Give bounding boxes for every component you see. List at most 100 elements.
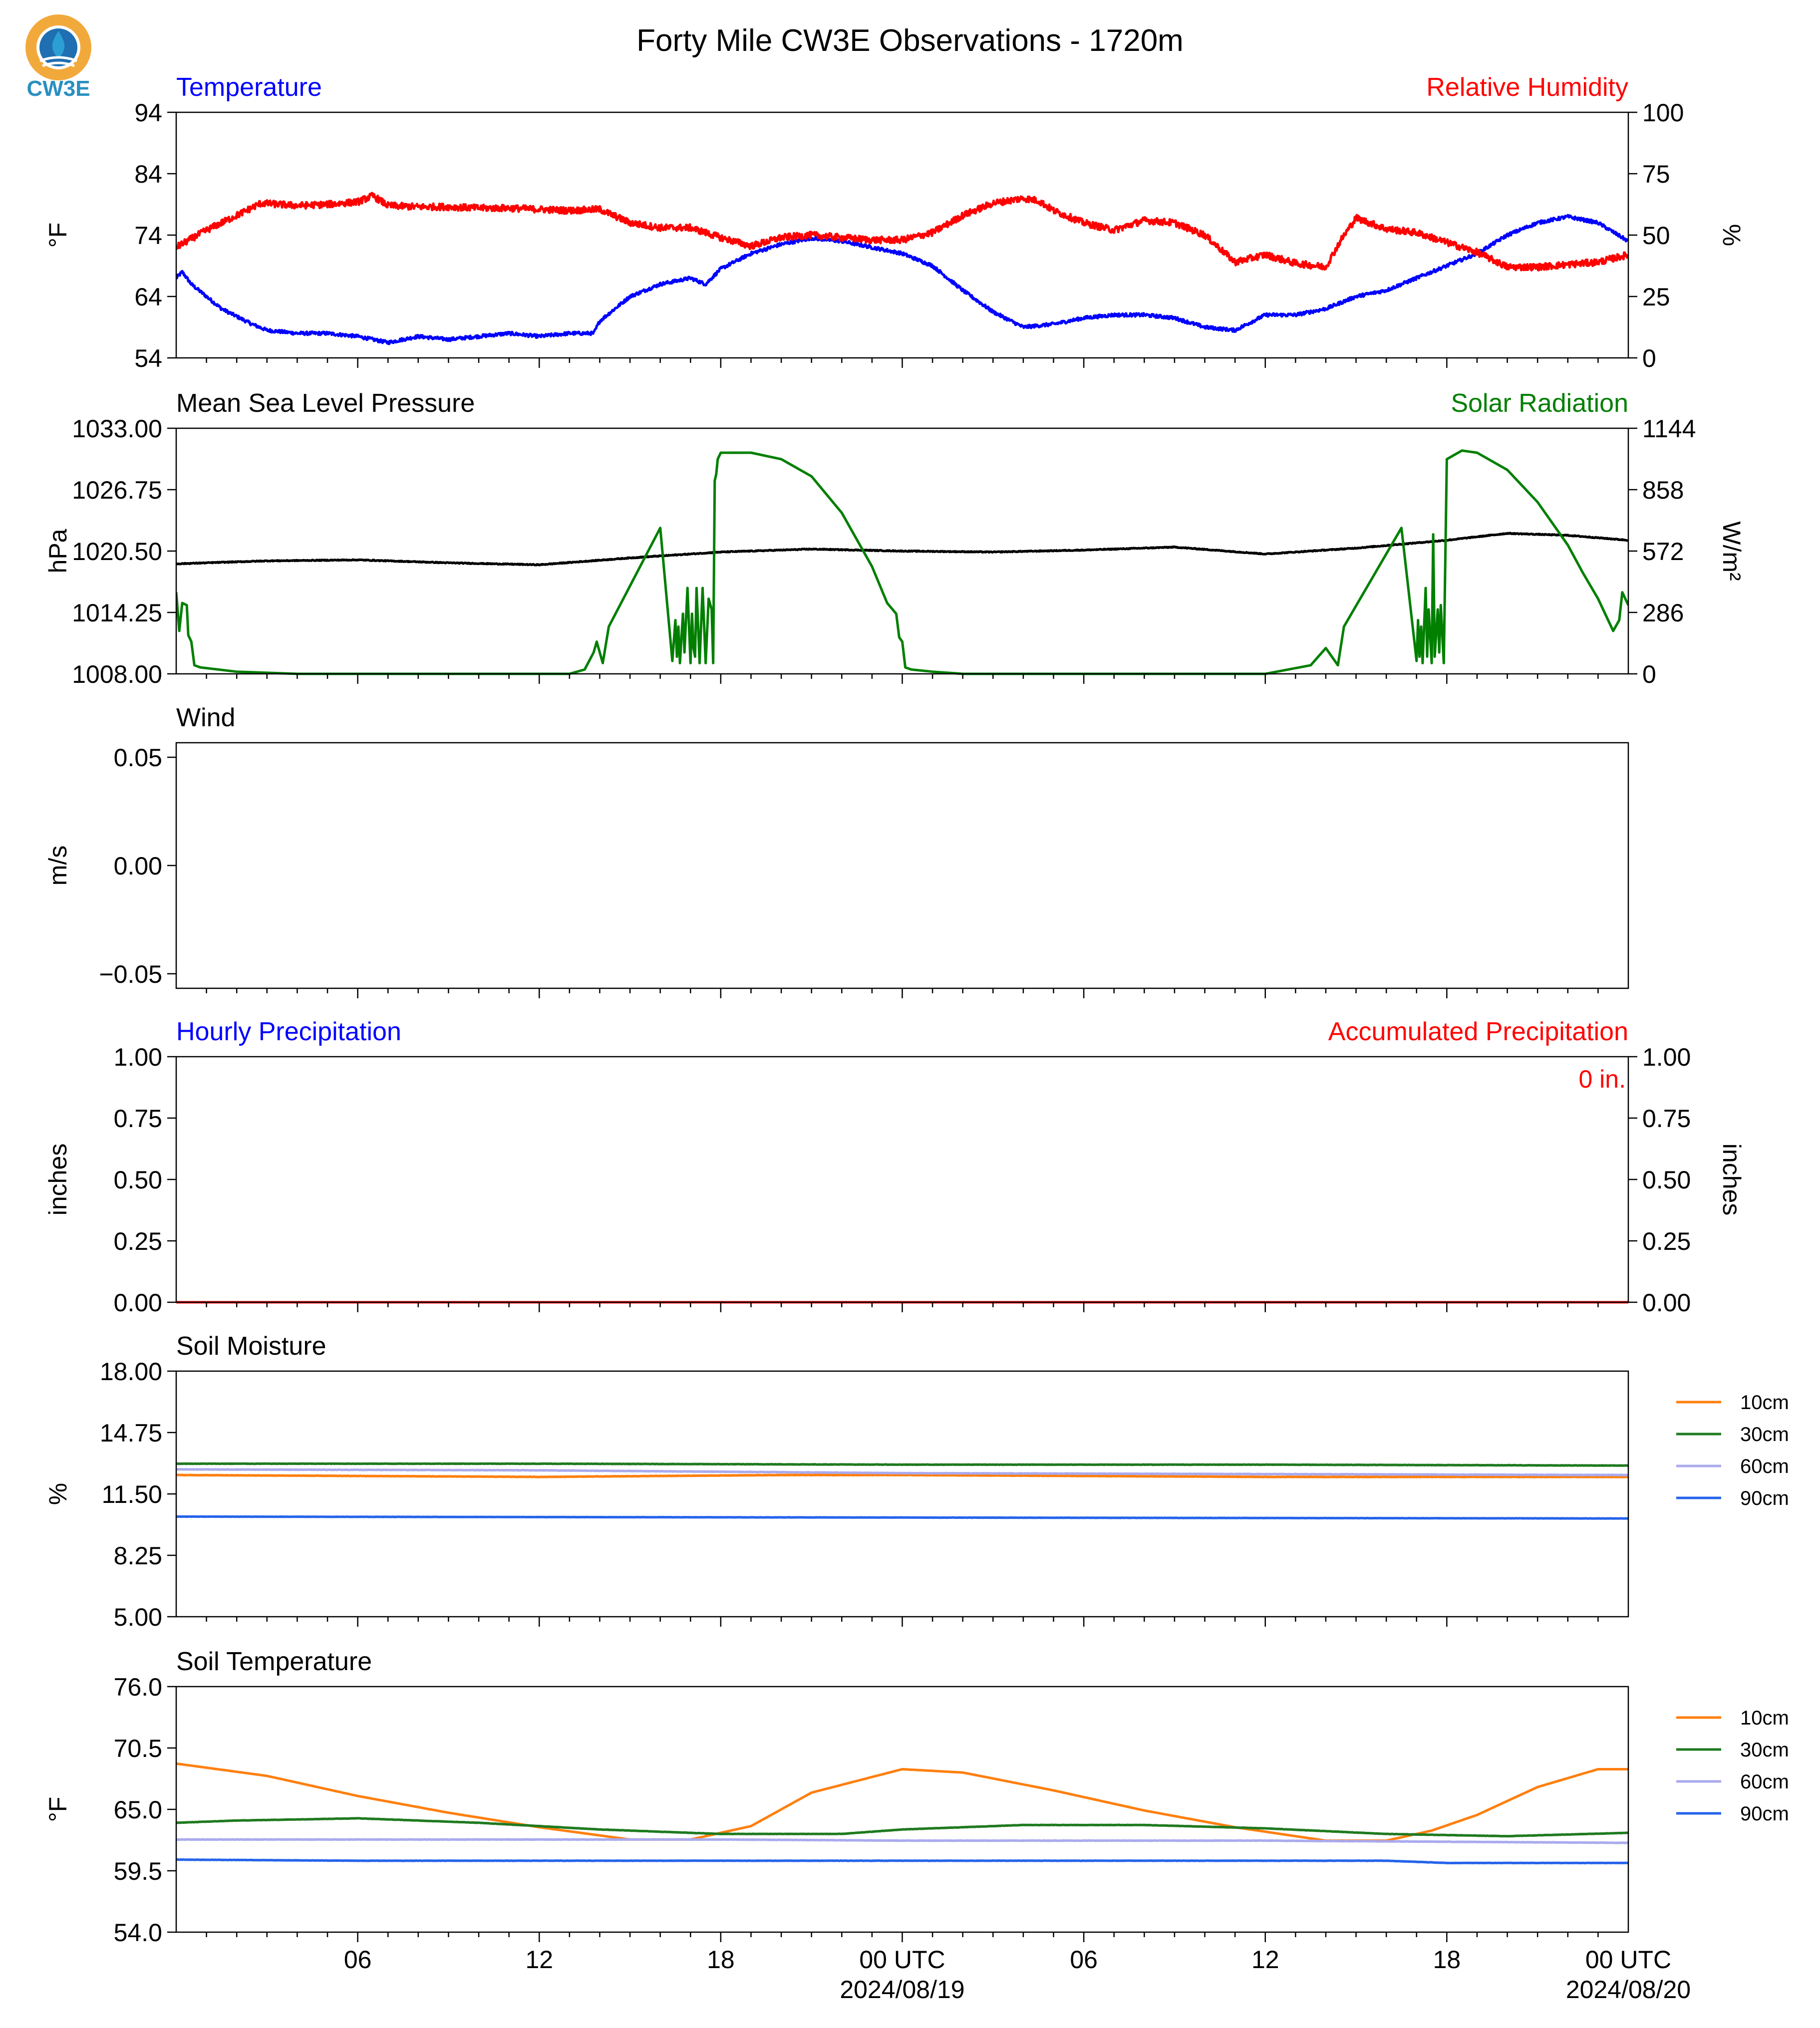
y-axis-label: m/s <box>44 846 72 886</box>
y-tick-label: 64 <box>134 283 162 311</box>
series-line-30cm <box>176 1817 1628 1838</box>
panel-title-left: Hourly Precipitation <box>176 1017 401 1046</box>
y-right-tick-label: 572 <box>1642 538 1684 566</box>
y-right-tick-label: 100 <box>1642 99 1684 127</box>
x-tick-label: 06 <box>344 1946 372 1974</box>
x-date-label: 2024/08/19 <box>840 1976 964 2004</box>
panel-series <box>176 192 1628 345</box>
y-tick-label: 54 <box>134 344 162 372</box>
figure-title: Forty Mile CW3E Observations - 1720m <box>636 23 1184 58</box>
y-tick-label: 0.25 <box>114 1227 162 1255</box>
x-tick-label: 12 <box>1251 1946 1279 1974</box>
y-right-tick-label: 0.75 <box>1642 1105 1691 1133</box>
panel-title-left: Soil Moisture <box>176 1332 326 1361</box>
y-axis-label: hPa <box>44 529 72 573</box>
legend-label: 60cm <box>1740 1771 1789 1793</box>
y-right-tick-label: 25 <box>1642 283 1670 311</box>
y-right-axis-label: % <box>1718 224 1746 246</box>
y-right-tick-label: 1144 <box>1642 415 1696 443</box>
series-line-30cm <box>176 1462 1628 1467</box>
y-tick-label: 1026.75 <box>72 476 162 504</box>
y-tick-label: 0.50 <box>114 1166 162 1194</box>
y-tick-label: 1014.25 <box>72 599 162 627</box>
series-line-solar-radiation <box>176 449 1628 675</box>
y-tick-label: 11.50 <box>102 1480 162 1508</box>
panel-4: 5.00 8.25 11.50 14.75 18.00% Soil Moisture 10c… <box>44 1332 1789 1631</box>
y-tick-label: 70.5 <box>114 1735 162 1762</box>
y-right-axis-label: W/m² <box>1718 521 1746 580</box>
y-right-tick-label: 0.25 <box>1642 1227 1691 1255</box>
y-axis-label: inches <box>44 1144 72 1216</box>
y-tick-label: 65.0 <box>114 1796 162 1824</box>
legend-label: 90cm <box>1740 1487 1789 1509</box>
y-right-tick-label: 0.50 <box>1642 1166 1691 1194</box>
y-tick-label: 74 <box>134 222 162 250</box>
panel-title-left: Mean Sea Level Pressure <box>176 389 475 418</box>
panel-title-right: Relative Humidity <box>1426 73 1628 102</box>
legend-label: 60cm <box>1740 1455 1789 1477</box>
cw3e-logo: CW3E <box>25 14 91 101</box>
series-line-60cm <box>176 1468 1628 1476</box>
legend-label: 10cm <box>1740 1707 1789 1729</box>
panel-title-left: Temperature <box>176 73 322 102</box>
y-axis-label: °F <box>44 223 72 248</box>
y-right-tick-label: 50 <box>1642 222 1670 250</box>
panel-1: 1008.00 1014.25 1020.50 1026.75 1033.00 0 286 5… <box>44 389 1746 688</box>
panel-title-right: Accumulated Precipitation <box>1328 1017 1628 1046</box>
series-line-temperature <box>176 214 1628 345</box>
logo-wave <box>39 56 77 62</box>
legend-label: 30cm <box>1740 1424 1789 1446</box>
y-tick-label: 0.00 <box>114 852 162 880</box>
logo-ring <box>25 14 91 80</box>
y-tick-label: 84 <box>134 160 162 188</box>
y-tick-label: 14.75 <box>100 1419 162 1447</box>
y-tick-label: 59.5 <box>114 1857 162 1885</box>
y-tick-label: 1.00 <box>114 1043 162 1071</box>
x-tick-label: 00 UTC <box>1585 1946 1671 1974</box>
y-tick-label: 0.75 <box>114 1105 162 1133</box>
x-date-label: 2024/08/20 <box>1566 1976 1691 2004</box>
logo-text: CW3E <box>26 76 90 101</box>
y-right-tick-label: 75 <box>1642 160 1670 188</box>
x-tick-label: 18 <box>1433 1946 1461 1974</box>
y-tick-label: 0.00 <box>114 1289 162 1317</box>
y-tick-label: 18.00 <box>100 1358 162 1386</box>
panels: 54 64 74 84 94 0 25 50 75 100 °F % Temperature Relati… <box>44 73 1789 2004</box>
y-tick-label: 1008.00 <box>72 660 162 688</box>
y-right-tick-label: 858 <box>1642 476 1684 504</box>
series-line-90cm <box>176 1515 1628 1520</box>
series-line-relative-humidity <box>176 192 1628 272</box>
y-tick-label: 94 <box>134 99 162 127</box>
x-tick-label: 12 <box>525 1946 553 1974</box>
series-line-10cm <box>176 1473 1628 1478</box>
panel-title-right: Solar Radiation <box>1451 389 1628 418</box>
y-right-tick-label: 1.00 <box>1642 1043 1691 1071</box>
y-tick-label: 0.05 <box>114 744 162 772</box>
panel-2: −0.05 0.00 0.05 m/s Wind <box>44 703 1629 998</box>
series-line-mean-sea-level-pressure <box>176 532 1628 567</box>
panel-series <box>176 1762 1628 1865</box>
panel-0: 54 64 74 84 94 0 25 50 75 100 °F % Temperature Relati… <box>44 73 1746 372</box>
y-tick-label: 5.00 <box>114 1603 162 1631</box>
y-tick-label: 76.0 <box>114 1673 162 1701</box>
y-tick-label: 54.0 <box>114 1919 162 1947</box>
y-tick-label: 1033.00 <box>72 415 162 443</box>
series-line-60cm <box>176 1838 1628 1844</box>
x-tick-label: 18 <box>707 1946 735 1974</box>
y-tick-label: 1020.50 <box>72 538 162 566</box>
logo-drop-icon <box>52 31 65 59</box>
panel-3: 0.00 0.25 0.50 0.75 1.00 0.00 0.25 0.50 0.75 1.00… <box>44 1017 1746 1317</box>
y-right-tick-label: 286 <box>1642 599 1684 627</box>
legend-label: 30cm <box>1740 1739 1789 1761</box>
logo-wave <box>42 61 75 67</box>
legend-label: 90cm <box>1740 1803 1789 1825</box>
y-tick-label: 8.25 <box>114 1542 162 1570</box>
y-axis-label: °F <box>44 1797 72 1822</box>
panel-series <box>176 449 1628 675</box>
panel-series <box>176 1462 1628 1520</box>
x-tick-label: 00 UTC <box>859 1946 945 1974</box>
panel-5: 54.0 59.5 65.0 70.5 76.0 °F Soil Temperature 10… <box>44 1647 1789 2004</box>
x-tick-label: 06 <box>1070 1946 1098 1974</box>
